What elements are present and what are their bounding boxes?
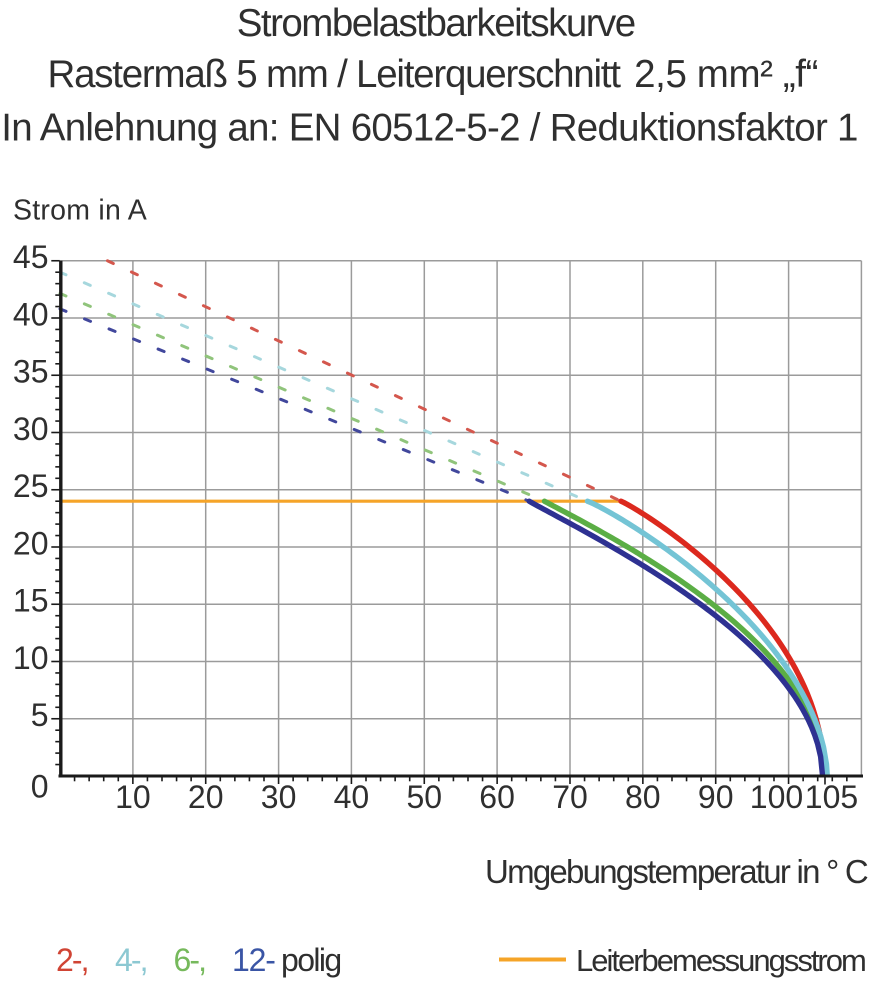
svg-text:50: 50 — [407, 779, 443, 815]
svg-text:60: 60 — [479, 779, 515, 815]
svg-text:70: 70 — [552, 779, 588, 815]
svg-text:100: 100 — [750, 779, 803, 815]
svg-text:25: 25 — [13, 468, 49, 504]
svg-text:Strom in A: Strom in A — [13, 195, 147, 227]
svg-text:30: 30 — [13, 411, 49, 447]
svg-text:0: 0 — [31, 769, 49, 805]
svg-text:20: 20 — [188, 779, 224, 815]
svg-text:2,5 mm² „f“: 2,5 mm² „f“ — [634, 53, 818, 96]
svg-text:90: 90 — [698, 779, 734, 815]
svg-text:Rastermaß 5 mm / Leiterquersch: Rastermaß 5 mm / Leiterquerschnitt — [48, 53, 622, 96]
svg-text:Umgebungstemperatur in ° C: Umgebungstemperatur in ° C — [485, 853, 868, 890]
svg-text:10: 10 — [115, 779, 151, 815]
svg-text:105: 105 — [805, 779, 858, 815]
svg-text:30: 30 — [261, 779, 297, 815]
svg-text:40: 40 — [13, 296, 49, 332]
svg-text:80: 80 — [625, 779, 661, 815]
svg-text:12-: 12- — [232, 942, 275, 978]
svg-text:35: 35 — [13, 354, 49, 390]
svg-text:In Anlehnung an: EN 60512-5-2: In Anlehnung an: EN 60512-5-2 / Reduktio… — [1, 106, 858, 149]
svg-text:4-,: 4-, — [115, 942, 147, 978]
svg-text:5: 5 — [31, 697, 49, 733]
svg-text:6-,: 6-, — [174, 942, 206, 978]
svg-text:40: 40 — [334, 779, 370, 815]
svg-text:polig: polig — [281, 942, 341, 978]
svg-text:45: 45 — [13, 239, 49, 275]
svg-text:10: 10 — [13, 640, 49, 676]
svg-text:15: 15 — [13, 583, 49, 619]
svg-text:20: 20 — [13, 525, 49, 561]
svg-text:Strombelastbarkeitskurve: Strombelastbarkeitskurve — [237, 2, 635, 45]
svg-text:Leiterbemessungsstrom: Leiterbemessungsstrom — [576, 943, 865, 978]
svg-text:2-,: 2-, — [56, 942, 88, 978]
